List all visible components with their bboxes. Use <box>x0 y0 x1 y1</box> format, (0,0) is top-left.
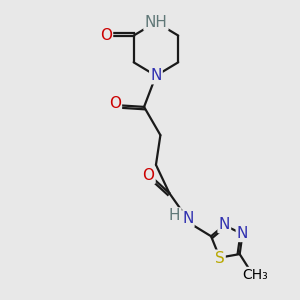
Text: O: O <box>109 96 121 111</box>
Text: S: S <box>215 251 225 266</box>
Text: N: N <box>182 212 194 226</box>
Text: N: N <box>150 68 162 83</box>
Text: CH₃: CH₃ <box>243 268 268 282</box>
Text: NH: NH <box>145 15 167 30</box>
Text: N: N <box>237 226 248 241</box>
Text: O: O <box>100 28 112 43</box>
Text: N: N <box>219 217 230 232</box>
Text: H: H <box>169 208 180 224</box>
Text: O: O <box>142 168 154 183</box>
